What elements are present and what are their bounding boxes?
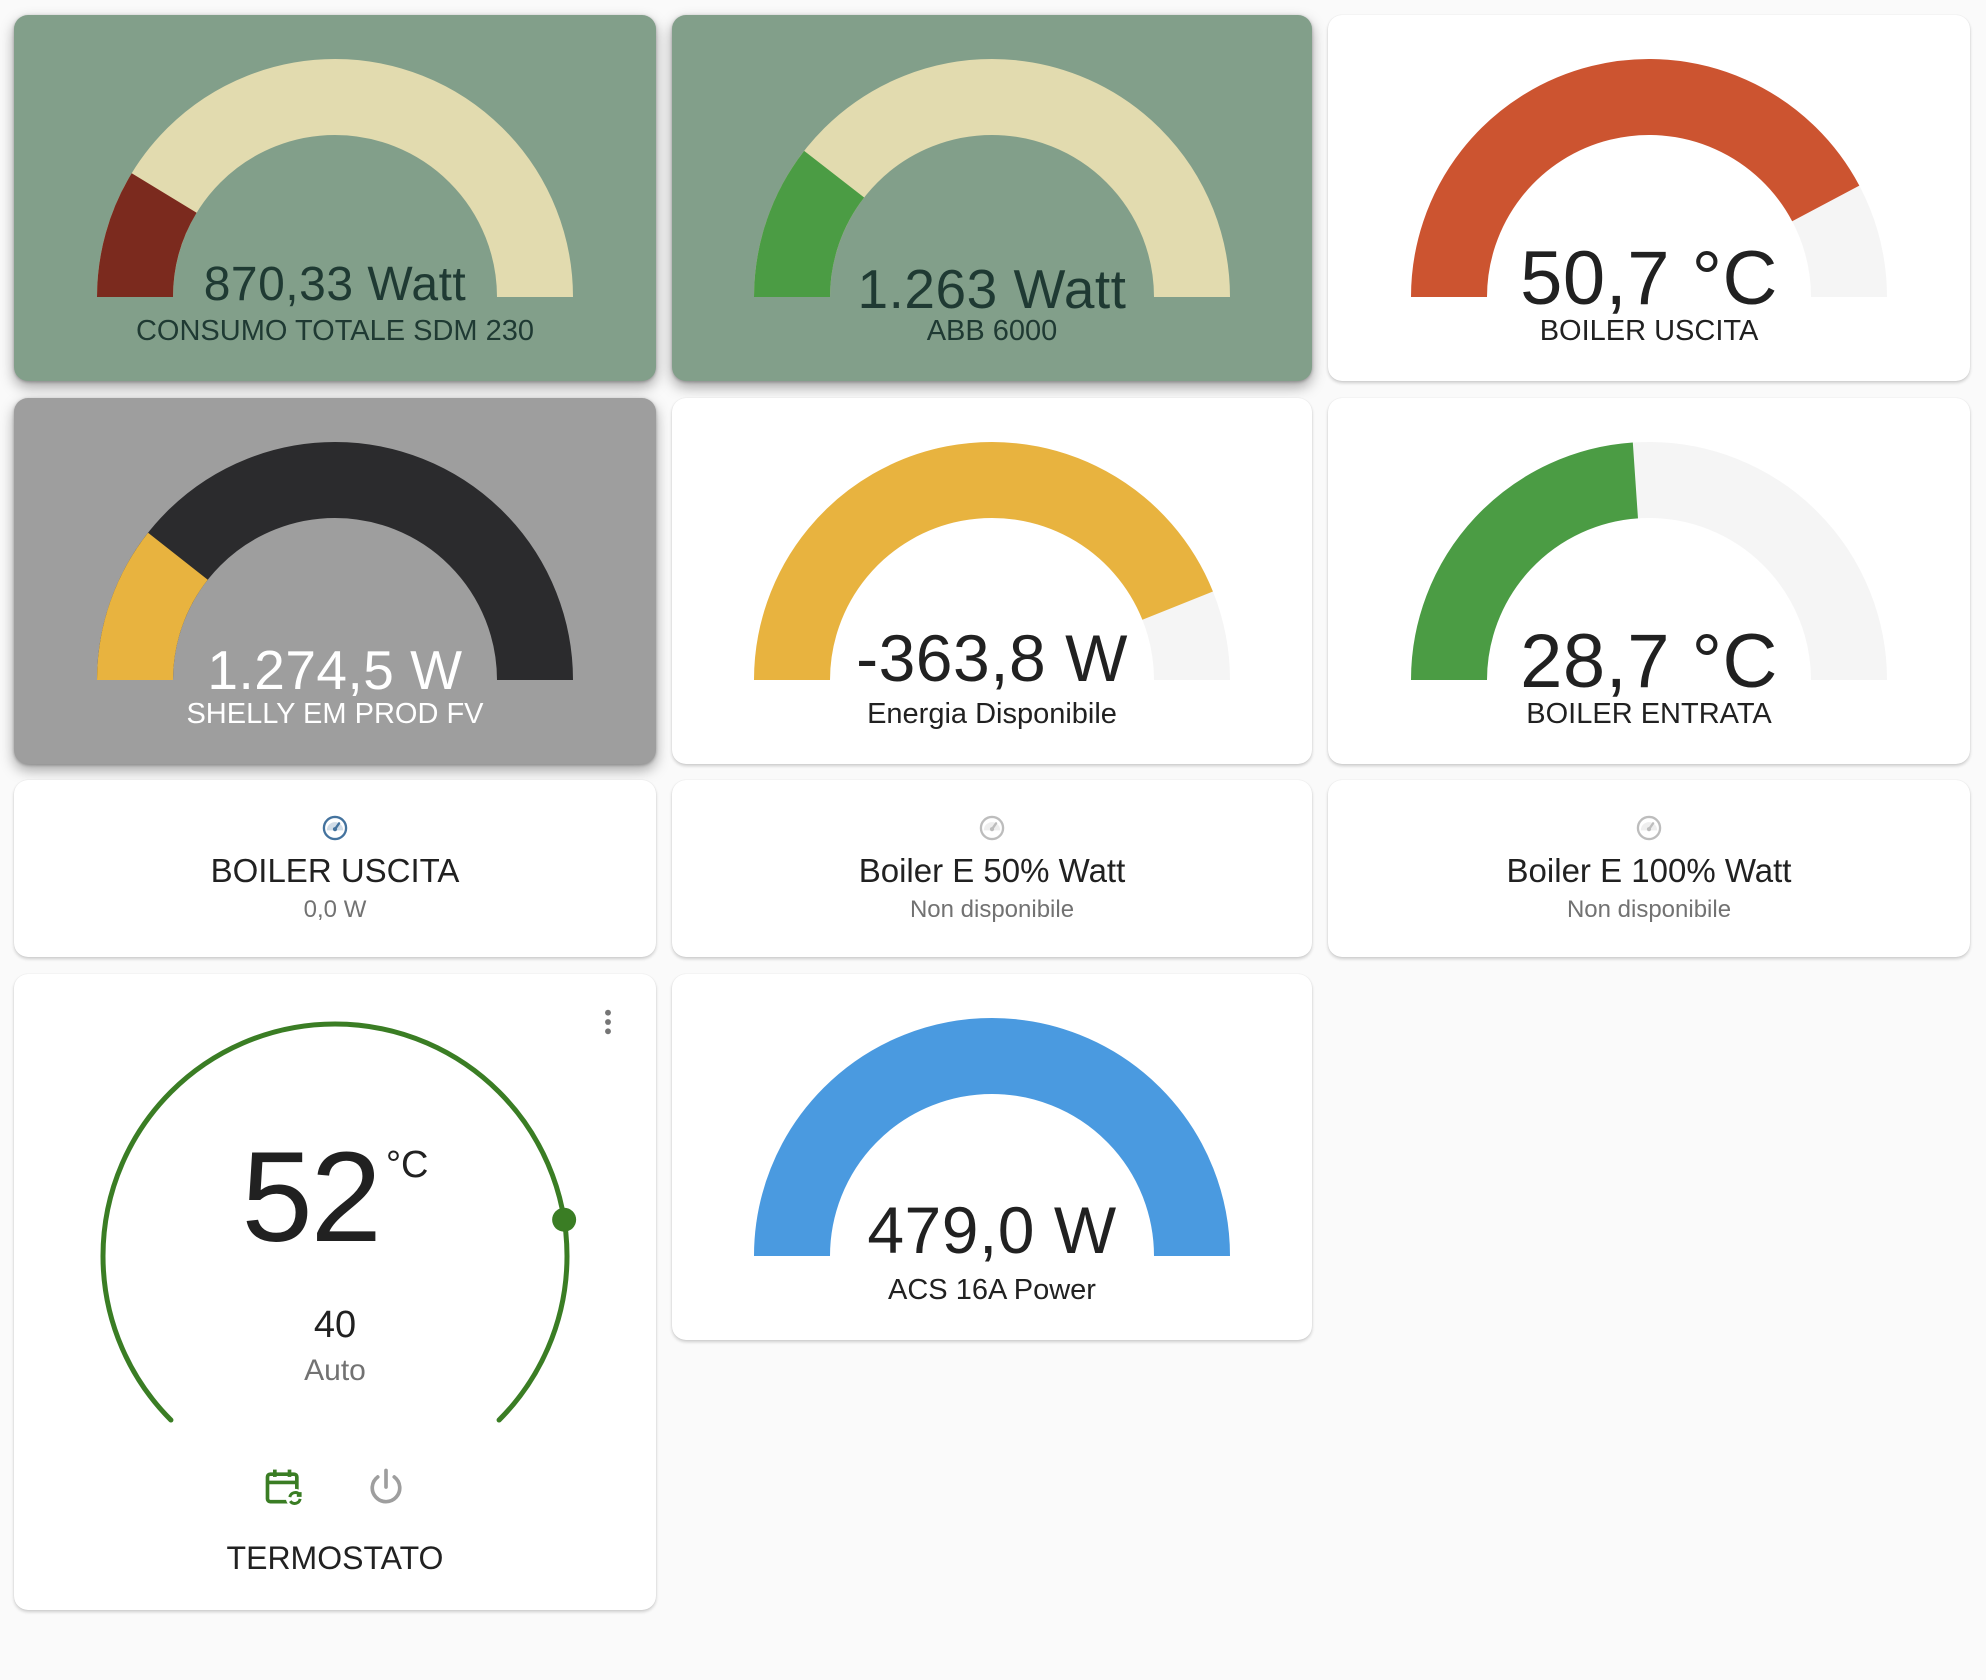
thermostat-dial[interactable] xyxy=(14,974,656,1610)
gauge-name: CONSUMO TOTALE SDM 230 xyxy=(135,315,535,347)
hvac-mode: Auto xyxy=(304,1354,366,1387)
gauge-fill xyxy=(754,1018,1230,1257)
entity-state: Non disponibile xyxy=(909,896,1075,923)
gauge-arc xyxy=(754,59,1230,298)
gauge-card-boiler-entrata[interactable]: 28,7 °C BOILER ENTRATA xyxy=(1328,398,1970,764)
entity-name: Boiler E 50% Watt xyxy=(858,852,1126,889)
gauge-arc xyxy=(97,442,573,681)
gauge-card-shelly[interactable]: 1.274,5 W SHELLY EM PROD FV xyxy=(14,398,656,764)
gauge-arc xyxy=(97,59,573,298)
gauge-fill xyxy=(754,442,1213,681)
gauge-card-abb[interactable]: 1.263 Watt ABB 6000 xyxy=(672,15,1312,381)
thermostat-target-handle[interactable] xyxy=(552,1207,577,1232)
target-temperature: 40 xyxy=(313,1304,357,1346)
gauge-card-energia[interactable]: -363,8 W Energia Disponibile xyxy=(672,398,1312,764)
more-options-icon[interactable] xyxy=(592,1006,624,1038)
gauge-value: -363,8 W xyxy=(856,621,1128,695)
power-icon[interactable] xyxy=(364,1465,408,1509)
entity-state: Non disponibile xyxy=(1566,896,1732,923)
gauge-arc xyxy=(754,442,1230,681)
gauge-fill xyxy=(97,173,198,298)
temperature-unit: °C xyxy=(385,1144,429,1186)
gauge-value: 50,7 °C xyxy=(1520,236,1778,321)
gauge-icon xyxy=(1636,815,1662,841)
gauge-value: 1.263 Watt xyxy=(857,258,1127,320)
gauge-fill xyxy=(1411,59,1860,298)
gauge-name: BOILER ENTRATA xyxy=(1526,698,1772,730)
thermostat-name: TERMOSTATO xyxy=(226,1540,444,1576)
gauge-value: 479,0 W xyxy=(867,1193,1117,1267)
entity-card-boiler-e-100[interactable]: Boiler E 100% Watt Non disponibile xyxy=(1328,780,1970,957)
entity-card-boiler-uscita[interactable]: BOILER USCITA 0,0 W xyxy=(14,780,656,957)
temperature-value: 52 xyxy=(241,1126,381,1269)
entity-name: Boiler E 100% Watt xyxy=(1506,852,1792,889)
gauge-icon xyxy=(322,815,348,841)
gauge-arc xyxy=(1411,442,1887,681)
gauge-name: BOILER USCITA xyxy=(1539,315,1759,347)
gauge-value: 1.274,5 W xyxy=(207,639,463,701)
gauge-name: SHELLY EM PROD FV xyxy=(186,698,484,730)
calendar-sync-icon[interactable] xyxy=(262,1465,306,1509)
gauge-name: Energia Disponibile xyxy=(867,698,1117,730)
gauge-icon xyxy=(979,815,1005,841)
gauge-card-acs[interactable]: 479,0 W ACS 16A Power xyxy=(672,974,1312,1340)
entity-state: 0,0 W xyxy=(303,896,367,923)
gauge-value: 870,33 Watt xyxy=(203,258,467,311)
gauge-value: 28,7 °C xyxy=(1520,619,1778,704)
thermostat-arc xyxy=(100,1021,570,1423)
gauge-fill xyxy=(754,150,865,298)
entity-name: BOILER USCITA xyxy=(210,852,460,889)
gauge-card-consumo[interactable]: 870,33 Watt CONSUMO TOTALE SDM 230 xyxy=(14,15,656,381)
entity-card-boiler-e-50[interactable]: Boiler E 50% Watt Non disponibile xyxy=(672,780,1312,957)
thermostat-card[interactable]: 52 °C 40 Auto TERMOSTATO xyxy=(14,974,656,1610)
gauge-arc xyxy=(754,1018,1230,1257)
current-temperature: 52 °C xyxy=(14,1124,656,1271)
gauge-fill xyxy=(97,532,209,681)
gauge-name: ABB 6000 xyxy=(926,315,1058,347)
gauge-name: ACS 16A Power xyxy=(888,1274,1096,1306)
gauge-fill xyxy=(1411,442,1639,681)
gauge-arc xyxy=(1411,59,1887,298)
gauge-card-boiler-uscita[interactable]: 50,7 °C BOILER USCITA xyxy=(1328,15,1970,381)
